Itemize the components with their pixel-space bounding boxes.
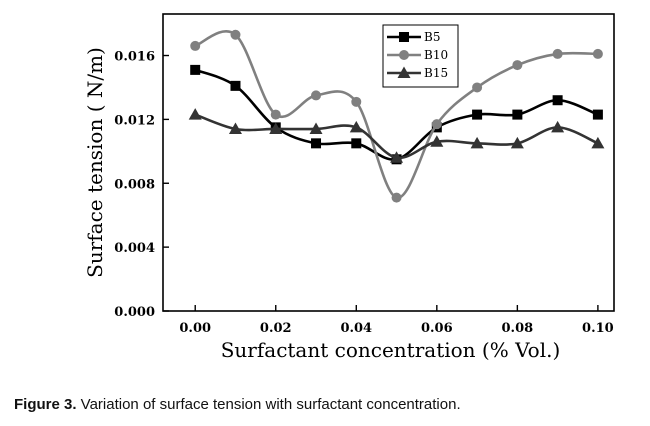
x-tick-label: 0.04 bbox=[340, 321, 372, 336]
data-point-b15 bbox=[309, 122, 323, 134]
data-point-b15 bbox=[269, 122, 283, 134]
data-point-b10 bbox=[311, 90, 322, 101]
data-point-b15 bbox=[551, 120, 565, 133]
data-point-b10 bbox=[431, 119, 442, 130]
data-point-b15 bbox=[349, 120, 363, 133]
caption-text: Variation of surface tension with surfac… bbox=[76, 396, 461, 413]
plot-frame bbox=[162, 13, 615, 312]
data-point-b15 bbox=[228, 122, 242, 134]
x-axis-title: Surfactant concentration (% Vol.) bbox=[221, 338, 561, 362]
legend-label-b5: B5 bbox=[424, 30, 440, 44]
x-tick-label: 0.10 bbox=[582, 321, 614, 336]
data-point-b10 bbox=[230, 29, 241, 40]
data-point-b5 bbox=[592, 109, 603, 120]
y-tick-label: 0.000 bbox=[114, 305, 155, 320]
figure-caption: Figure 3. Variation of surface tension w… bbox=[14, 396, 461, 413]
data-point-b5 bbox=[351, 138, 362, 149]
y-tick-label: 0.016 bbox=[114, 50, 155, 65]
data-point-b15 bbox=[510, 136, 524, 149]
x-tick-label: 0.06 bbox=[421, 321, 453, 336]
data-point-b5 bbox=[472, 109, 483, 120]
data-point-b5 bbox=[552, 95, 563, 106]
legend-marker-b10 bbox=[399, 50, 409, 60]
y-axis-title: Surface tension ( N/m) bbox=[83, 47, 107, 278]
data-point-b15 bbox=[188, 108, 202, 120]
legend-marker-b15 bbox=[397, 66, 411, 78]
data-point-b5 bbox=[230, 80, 241, 91]
data-point-b15 bbox=[430, 135, 444, 147]
data-point-b5 bbox=[512, 109, 523, 120]
data-point-b10 bbox=[512, 60, 523, 71]
x-tick-label: 0.02 bbox=[260, 321, 292, 336]
x-tick-label: 0.00 bbox=[179, 321, 211, 336]
data-point-b15 bbox=[591, 136, 605, 149]
y-tick-label: 0.004 bbox=[114, 241, 155, 256]
legend-marker-b5 bbox=[399, 32, 409, 42]
y-tick-label: 0.008 bbox=[114, 177, 155, 192]
data-point-b10 bbox=[190, 40, 201, 51]
data-point-b10 bbox=[592, 48, 603, 59]
caption-label: Figure 3. bbox=[14, 396, 77, 413]
legend-label-b15: B15 bbox=[424, 66, 448, 80]
y-tick-label: 0.012 bbox=[114, 113, 155, 128]
data-point-b10 bbox=[351, 96, 362, 107]
data-point-b15 bbox=[390, 151, 404, 163]
data-point-b5 bbox=[190, 64, 201, 75]
data-point-b5 bbox=[311, 138, 322, 149]
legend-label-b10: B10 bbox=[424, 48, 448, 62]
data-point-b15 bbox=[470, 136, 484, 149]
data-point-b10 bbox=[552, 48, 563, 59]
data-point-b10 bbox=[472, 82, 483, 93]
data-point-b10 bbox=[270, 109, 281, 120]
x-tick-label: 0.08 bbox=[502, 321, 534, 336]
data-point-b10 bbox=[391, 192, 402, 203]
